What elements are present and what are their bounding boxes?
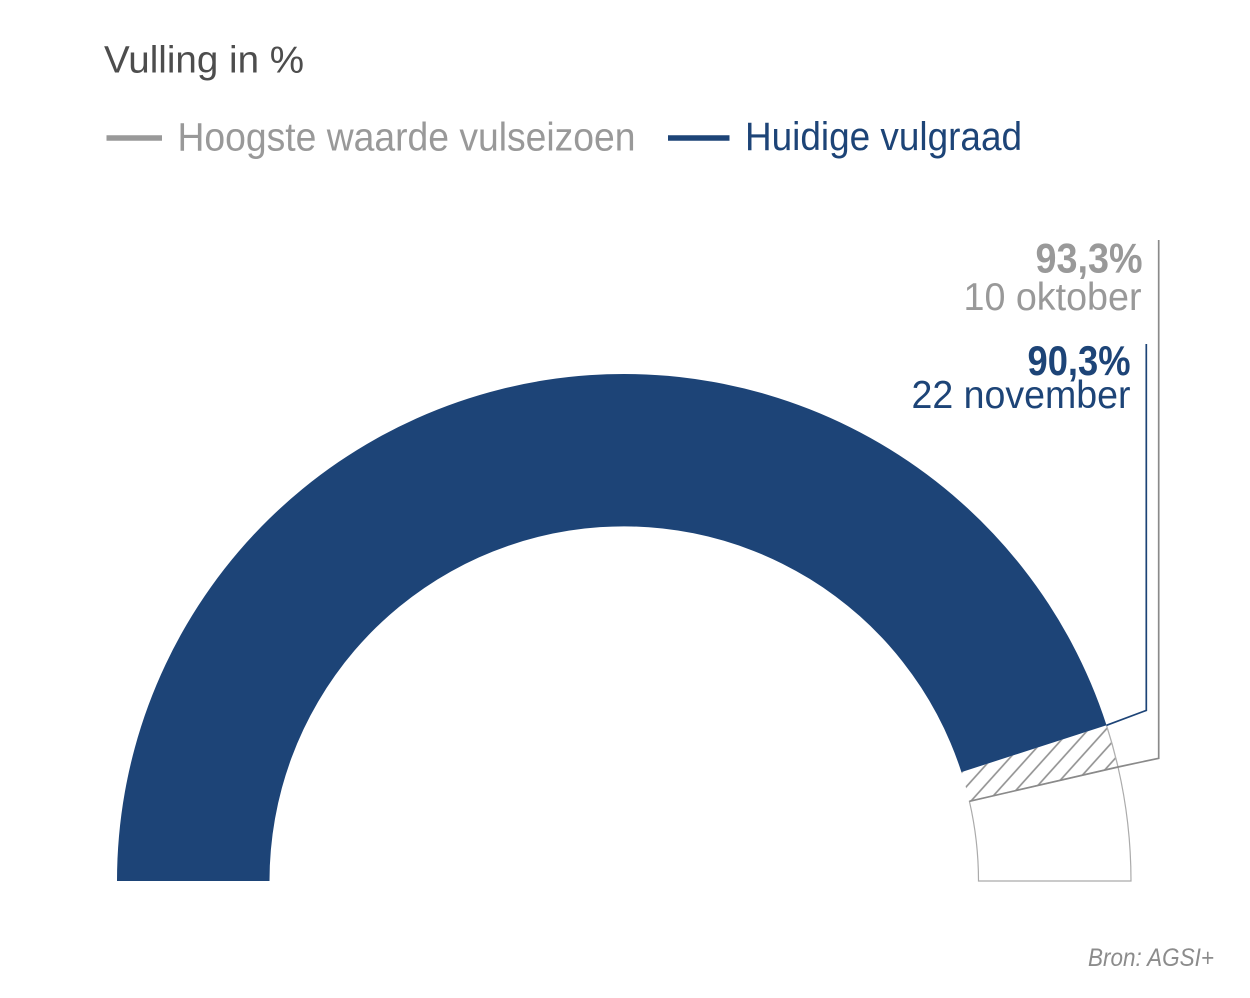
svg-text:Vulling in %: Vulling in % xyxy=(104,40,304,82)
svg-text:10 oktober: 10 oktober xyxy=(964,276,1142,319)
svg-text:90,3%: 90,3% xyxy=(1028,337,1131,384)
svg-text:Bron: AGSI+: Bron: AGSI+ xyxy=(1088,944,1214,972)
svg-text:93,3%: 93,3% xyxy=(1036,235,1143,282)
svg-text:22 november: 22 november xyxy=(912,374,1131,417)
svg-text:Hoogste waarde vulseizoen: Hoogste waarde vulseizoen xyxy=(178,116,636,160)
svg-text:Huidige vulgraad: Huidige vulgraad xyxy=(745,115,1022,159)
